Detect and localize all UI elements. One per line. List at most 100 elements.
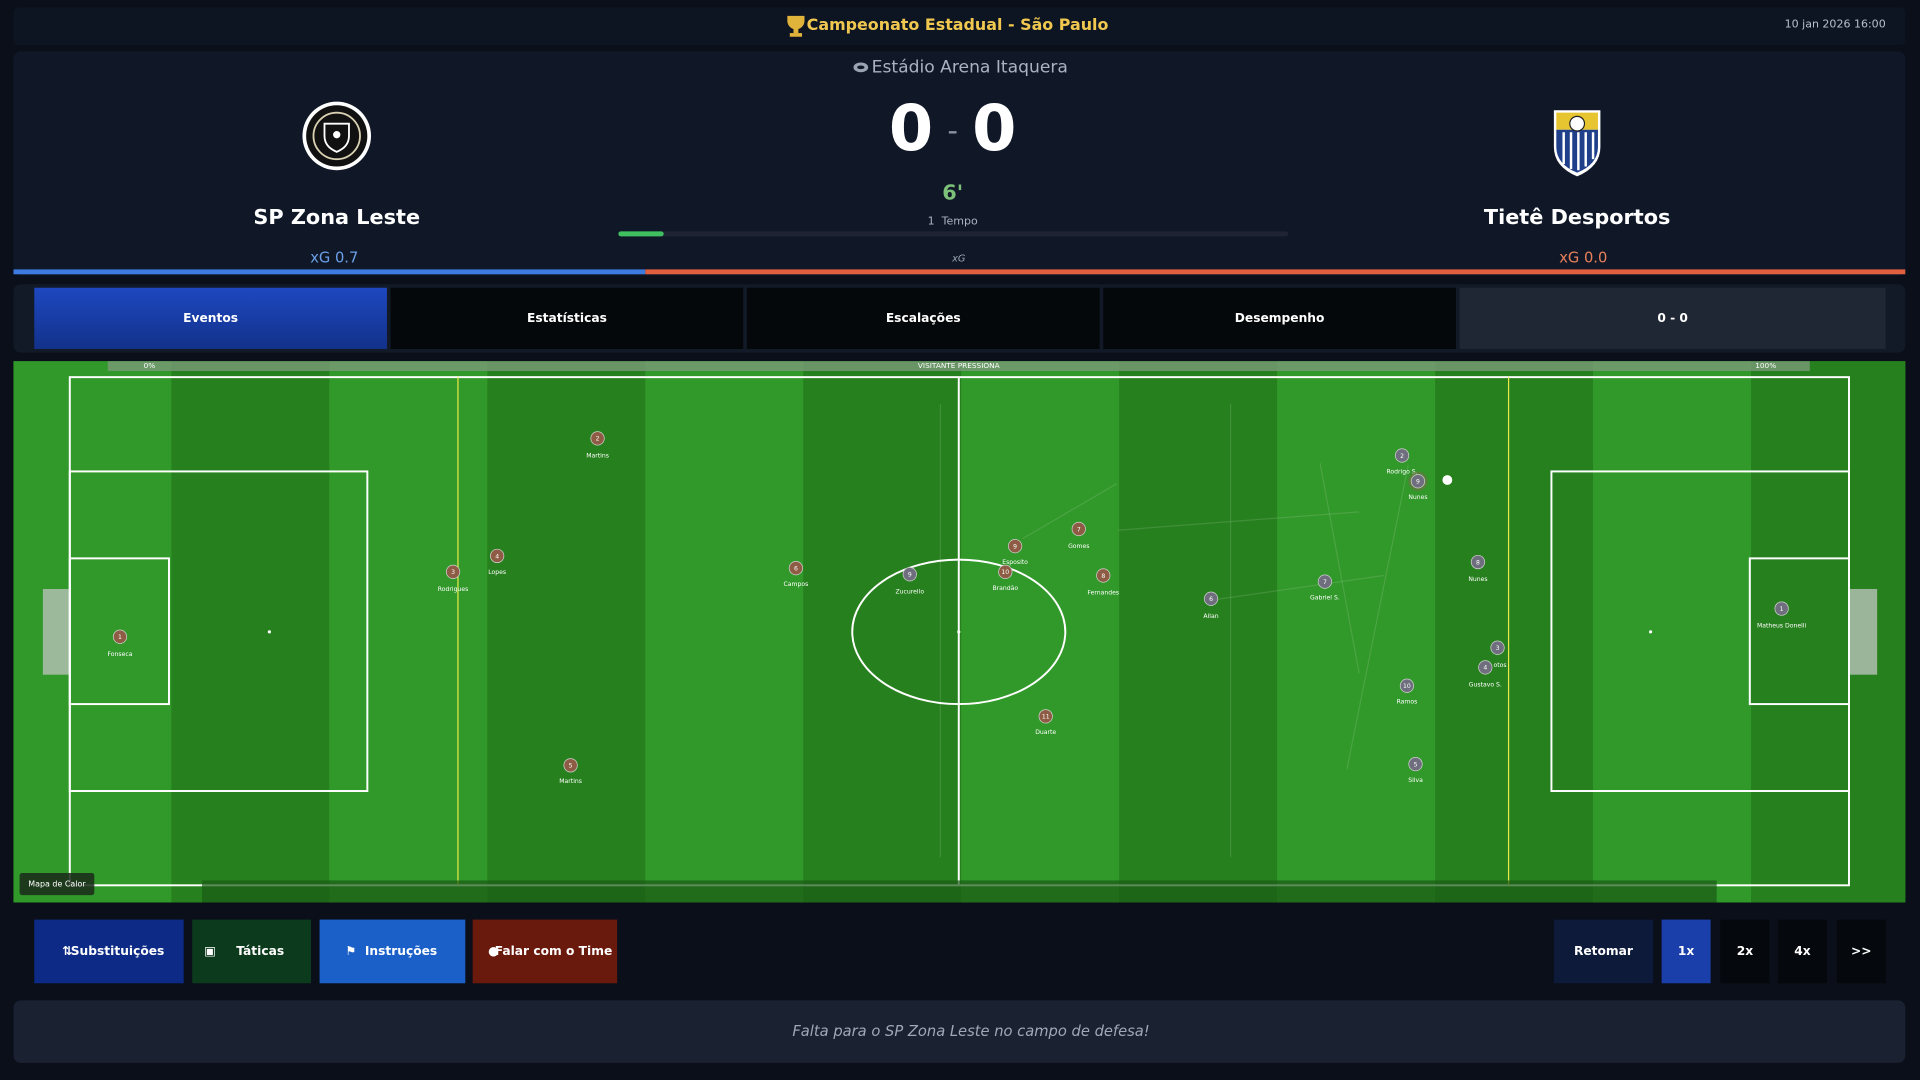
tab[interactable]: Eventos xyxy=(34,287,387,349)
player[interactable]: 9 xyxy=(1408,471,1428,492)
grass-stripe xyxy=(171,361,330,903)
action-button-icon: ● xyxy=(488,944,499,958)
player[interactable]: 9 xyxy=(902,567,917,582)
player[interactable]: 4 xyxy=(1478,660,1493,675)
player-name: Lopes xyxy=(488,569,506,576)
player[interactable]: 2 xyxy=(1394,448,1410,463)
player-number: 6 xyxy=(794,566,798,573)
player[interactable]: 4 xyxy=(490,548,505,564)
player[interactable]: 10 xyxy=(1399,678,1415,693)
speed-button[interactable]: 1x xyxy=(1661,919,1711,984)
speed-button-label: 2x xyxy=(1737,944,1754,958)
player-marker xyxy=(1410,474,1426,489)
action-button-label: Falar com o Time xyxy=(495,944,613,958)
player-number: 6 xyxy=(1209,596,1213,603)
player-labels: Fonseca Martins Rodrigues Lopes Martins Campo… xyxy=(108,453,1807,786)
grass-stripe xyxy=(645,361,804,903)
player-name: Gomes xyxy=(1068,543,1089,550)
player-marker xyxy=(1071,521,1086,537)
grass-stripe xyxy=(803,361,962,903)
heatmap-button[interactable]: Mapa de Calor xyxy=(19,873,95,896)
bottom-strip xyxy=(202,880,1717,903)
player[interactable]: 1 xyxy=(1774,601,1789,616)
center-circle xyxy=(851,558,1067,706)
datetime: 10 jan 2026 16:00 xyxy=(1785,17,1886,30)
player[interactable]: 7 xyxy=(1317,574,1332,589)
player-number: 2 xyxy=(1400,453,1404,460)
grass-stripe xyxy=(1277,361,1436,903)
spot xyxy=(957,630,961,634)
speed-button-bg xyxy=(1720,919,1770,984)
player[interactable]: 8 xyxy=(1096,568,1111,583)
grass-stripe xyxy=(1435,361,1594,903)
speed-button[interactable]: >> xyxy=(1836,919,1886,984)
player-name: Campos xyxy=(784,581,809,588)
player[interactable]: 7 xyxy=(1071,521,1086,537)
player[interactable]: 11 xyxy=(1038,709,1053,724)
player[interactable]: 1 xyxy=(112,629,128,644)
header-bar xyxy=(13,7,1906,46)
player-number: 4 xyxy=(495,553,499,560)
tab[interactable]: Desempenho xyxy=(1103,287,1456,349)
player[interactable]: 9 xyxy=(1008,539,1023,554)
player-number: 3 xyxy=(1496,645,1500,652)
player-name: Fonseca xyxy=(108,651,133,658)
tab-label: Escalações xyxy=(886,311,961,325)
right-goal xyxy=(1848,588,1878,675)
pass-trail xyxy=(1212,574,1384,601)
player[interactable]: 2 xyxy=(590,431,605,446)
tab-label: Estatísticas xyxy=(527,311,607,325)
player-name: Nunes xyxy=(1408,494,1427,501)
player-number: 10 xyxy=(1001,569,1009,576)
action-button[interactable]: ●Falar com o Time xyxy=(472,919,618,984)
player-marker xyxy=(1317,574,1332,589)
grass-stripe xyxy=(1751,361,1906,903)
player-name: Fernandes xyxy=(1087,590,1119,597)
player-marker xyxy=(998,564,1013,579)
player-marker xyxy=(1478,660,1493,675)
xg-label: xG xyxy=(951,253,966,264)
player-name: Gabriel S. xyxy=(1310,595,1340,602)
action-button[interactable]: ⇅Substituições xyxy=(34,919,184,984)
player[interactable]: 10 xyxy=(998,564,1013,579)
grass-stripe xyxy=(329,361,488,903)
pass-trail xyxy=(1022,483,1118,540)
competition-title: Campeonato Estadual - São Paulo xyxy=(807,15,1109,34)
player[interactable]: 6 xyxy=(788,561,804,576)
heatmap-button-label: Mapa de Calor xyxy=(28,880,86,889)
action-button[interactable]: ⚑ Instruções xyxy=(319,919,466,984)
home-xg: xG 0.7 xyxy=(310,249,358,266)
player-number: 10 xyxy=(1403,683,1411,690)
player[interactable]: 8 xyxy=(1470,554,1486,570)
player-number: 4 xyxy=(1483,665,1487,672)
player[interactable]: 6 xyxy=(1203,591,1219,606)
player-marker xyxy=(1408,756,1423,772)
tab[interactable]: Estatísticas xyxy=(390,287,744,349)
action-button[interactable]: ▣ Táticas xyxy=(192,919,312,984)
player-name: Matheus Donelli xyxy=(1757,623,1807,630)
player-number: 3 xyxy=(451,569,455,576)
tab[interactable]: Escalações xyxy=(746,287,1100,349)
speed-button[interactable]: 4x xyxy=(1777,919,1827,984)
action-button-icon: ⇅ xyxy=(62,944,72,958)
pass-trail xyxy=(1117,511,1360,531)
action-button-icon: ⚑ xyxy=(345,944,356,958)
player[interactable]: 3 xyxy=(1490,640,1505,655)
speed-button[interactable]: Retomar xyxy=(1553,919,1654,984)
grass-stripe xyxy=(1119,361,1278,903)
speed-button-bg xyxy=(1661,919,1711,984)
match-period: 1 Tempo xyxy=(928,215,978,228)
player[interactable]: 3 xyxy=(445,564,461,579)
action-button-bg xyxy=(192,919,312,984)
spot xyxy=(267,630,271,634)
player[interactable]: 5 xyxy=(563,758,578,773)
player-number: 5 xyxy=(569,763,573,770)
tab[interactable]: 0 - 0 xyxy=(1459,287,1886,349)
speed-button-bg xyxy=(1777,919,1827,984)
commentary-panel xyxy=(13,1000,1906,1063)
pressure-bar xyxy=(107,361,1810,372)
speed-button[interactable]: 2x xyxy=(1720,919,1770,984)
player[interactable]: 5 xyxy=(1408,756,1423,772)
pressure-min: 0% xyxy=(144,361,156,370)
speed-button-label: 1x xyxy=(1678,944,1695,958)
